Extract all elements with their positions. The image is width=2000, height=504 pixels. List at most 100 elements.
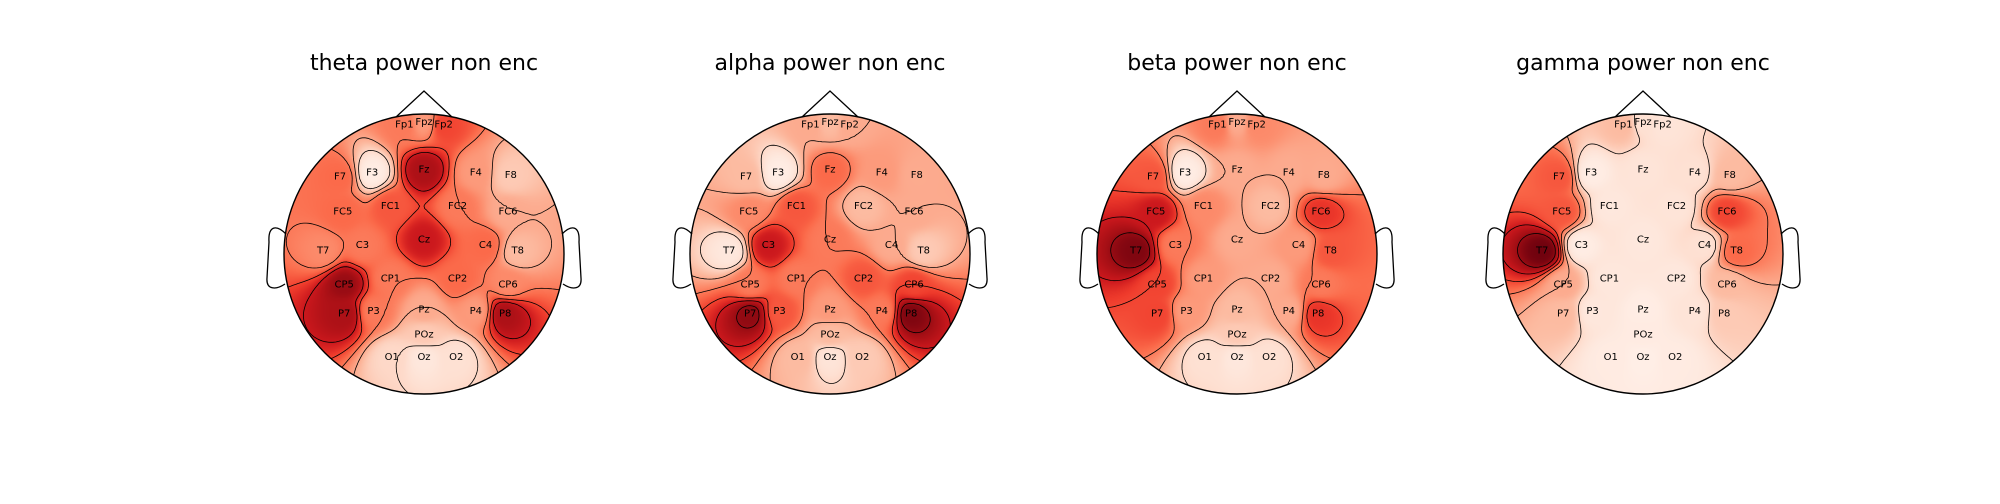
contour-line: [1097, 189, 1345, 337]
electrode-label: T7: [1535, 246, 1548, 257]
electrode-label: CP2: [1667, 274, 1686, 285]
electrode-label: FC5: [739, 207, 758, 218]
electrode-label: P7: [744, 309, 756, 320]
electrode-label: Pz: [824, 305, 835, 316]
electrode-label: F7: [740, 172, 752, 183]
electrode-label: T8: [511, 246, 524, 257]
electrode-label: FC5: [1146, 207, 1165, 218]
electrode-label: POz: [1227, 330, 1246, 341]
nose-outline: [1208, 90, 1266, 118]
contour-line: [736, 303, 931, 334]
electrode-label: P7: [338, 309, 350, 320]
electrode-label: P3: [367, 306, 379, 317]
electrode-label: P3: [773, 306, 785, 317]
electrode-label: O1: [1604, 352, 1618, 363]
electrode-label: F7: [334, 172, 346, 183]
electrode-label: P7: [1557, 309, 1569, 320]
contour-line: [700, 144, 846, 384]
right-ear-outline: [1374, 227, 1395, 289]
electrode-label: O2: [1262, 352, 1276, 363]
electrode-label: F8: [1318, 170, 1330, 181]
electrode-label: C3: [1575, 240, 1588, 251]
electrode-label: CP5: [1148, 279, 1167, 290]
left-ear-outline: [672, 227, 693, 289]
head-outline: [283, 113, 565, 395]
electrode-label: CP6: [1717, 279, 1736, 290]
electrode-label: POz: [1633, 330, 1652, 341]
electrode-label: F8: [505, 170, 517, 181]
electrode-label: O1: [791, 352, 805, 363]
electrode-label: P8: [1312, 309, 1324, 320]
nose-outline: [801, 90, 859, 118]
electrode-label: Fp2: [1653, 120, 1671, 131]
electrode-label: FC2: [1667, 201, 1686, 212]
electrode-label: CP6: [1311, 279, 1330, 290]
electrode-label: CP2: [854, 274, 873, 285]
electrode-label: P3: [1586, 306, 1598, 317]
electrode-label: P8: [499, 309, 511, 320]
contour-line: [1517, 233, 1556, 268]
contour-line: [358, 150, 479, 394]
electrode-label: FC6: [1717, 207, 1736, 218]
electrode-label: C4: [479, 240, 492, 251]
electrode-label: FC5: [1552, 207, 1571, 218]
contour-line: [303, 152, 531, 343]
electrode-label: C3: [356, 240, 369, 251]
electrode-label: CP1: [381, 274, 400, 285]
left-ear-outline: [1485, 227, 1506, 289]
electrode-label: F3: [366, 167, 378, 178]
electrode-label: CP5: [335, 279, 354, 290]
contour-lines: [690, 114, 970, 394]
electrode-label: Fz: [1637, 165, 1648, 176]
electrode-label: FC1: [787, 201, 806, 212]
electrode-label: T7: [722, 246, 735, 257]
electrode-label: F7: [1553, 172, 1565, 183]
electrode-label: F8: [1724, 170, 1736, 181]
electrode-label: Oz: [1636, 352, 1649, 363]
contour-lines: [1097, 114, 1377, 394]
electrode-label: FC2: [1261, 201, 1280, 212]
electrode-label: F4: [470, 167, 482, 178]
contour-line: [1097, 216, 1156, 282]
topomap-panel: theta power non enc Fp1 Fpz Fp2 F7 F3 Fz F4 F8 FC…: [266, 51, 582, 395]
electrode-label: Pz: [1637, 305, 1648, 316]
electrode-label: P3: [1180, 306, 1192, 317]
electrode-label: O2: [1668, 352, 1682, 363]
electrode-label: FC5: [333, 207, 352, 218]
electrode-label: FC6: [904, 207, 923, 218]
electrode-label: Pz: [418, 305, 429, 316]
electrode-label: CP2: [448, 274, 467, 285]
electrode-label: F4: [1689, 167, 1701, 178]
electrode-label: C4: [1698, 240, 1711, 251]
electrode-label: Fp2: [1247, 120, 1265, 131]
contour-line: [284, 146, 554, 365]
electrode-label: P4: [1283, 306, 1295, 317]
contour-lines: [1503, 114, 1783, 394]
electrode-label: T8: [917, 246, 930, 257]
electrode-label: T7: [316, 246, 329, 257]
electrode-label: Cz: [418, 235, 430, 246]
electrode-label: Cz: [824, 235, 836, 246]
electrode-label: P8: [1718, 309, 1730, 320]
electrode-label: F8: [911, 170, 923, 181]
electrode-label: Fp1: [801, 120, 819, 131]
electrode-label: P4: [876, 306, 888, 317]
electrode-label: Cz: [1231, 235, 1243, 246]
electrode-label: CP2: [1261, 274, 1280, 285]
right-ear-outline: [561, 227, 582, 289]
electrode-label: F4: [1283, 167, 1295, 178]
electrode-label: Fpz: [821, 117, 838, 128]
electrode-label: P7: [1151, 309, 1163, 320]
nose-outline: [1614, 90, 1672, 118]
electrode-label: FC1: [381, 201, 400, 212]
electrode-label: CP5: [1554, 279, 1573, 290]
electrode-label: CP1: [787, 274, 806, 285]
electrode-label: Fz: [824, 165, 835, 176]
nose-outline: [395, 90, 453, 118]
contour-lines: [284, 114, 564, 394]
electrode-label: Fpz: [415, 117, 432, 128]
topomap-panel: alpha power non enc Fp1 Fpz Fp2 F7 F3 Fz F4 F8 FC…: [672, 51, 988, 395]
electrode-label: POz: [414, 330, 433, 341]
electrode-label: Oz: [823, 352, 836, 363]
